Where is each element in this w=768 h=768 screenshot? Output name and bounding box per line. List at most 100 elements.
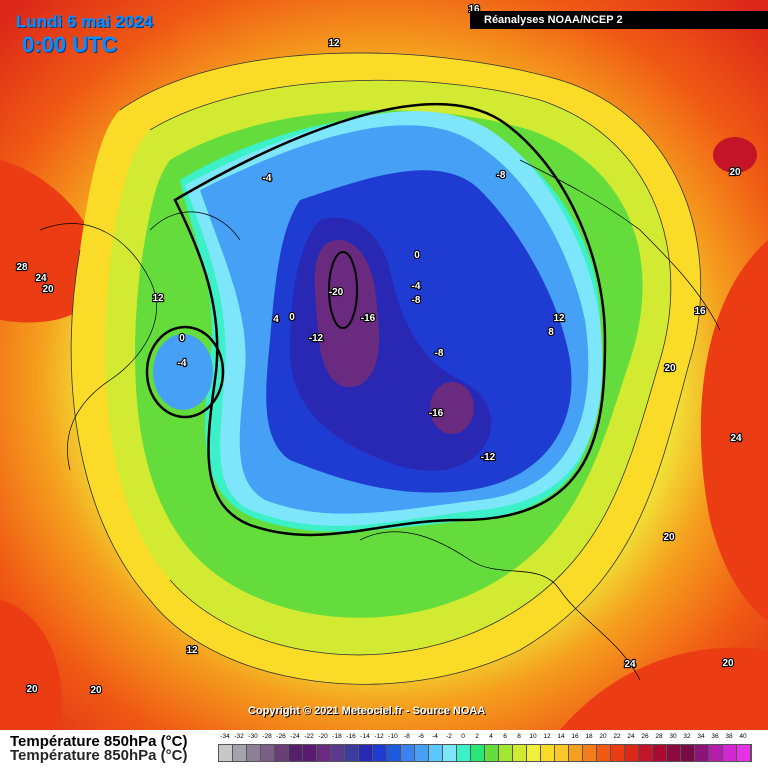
scale-tick-label: 38 [725, 733, 733, 740]
scale-tick-label: 20 [599, 733, 607, 740]
isotherm-label: 12 [553, 313, 565, 324]
isotherm-label: 20 [664, 363, 676, 374]
color-swatch [653, 745, 667, 761]
scale-tick-label: -10 [388, 733, 398, 740]
scale-tick-label: 16 [571, 733, 579, 740]
warm-region-southwest [0, 600, 62, 730]
scale-tick-label: 22 [613, 733, 621, 740]
isotherm-label: -16 [361, 313, 376, 324]
color-swatch [247, 745, 261, 761]
isotherm-label: 12 [152, 293, 164, 304]
color-swatch [443, 745, 457, 761]
color-swatch [499, 745, 513, 761]
scale-tick-label: -22 [304, 733, 314, 740]
legend-title: Température 850hPa (°C) [10, 733, 188, 750]
isotherm-label: 20 [722, 658, 734, 669]
isotherm-label: 8 [548, 327, 554, 338]
scale-tick-label: 2 [475, 733, 479, 740]
scale-tick-label: 30 [669, 733, 677, 740]
coastline-asia [519, 159, 721, 331]
copyright-notice: Copyright © 2021 Meteociel.fr - Source N… [248, 705, 486, 717]
color-swatch [513, 745, 527, 761]
color-swatch [485, 745, 499, 761]
color-swatch [583, 745, 597, 761]
scale-tick-label: 28 [655, 733, 663, 740]
scale-tick-label: -20 [318, 733, 328, 740]
cold-cell-west [153, 334, 213, 410]
color-swatch [233, 745, 247, 761]
scale-tick-label: -4 [432, 733, 438, 740]
color-swatch [737, 745, 751, 761]
map-time: 0:00 UTC [22, 32, 118, 57]
isotherm-label: 16 [694, 306, 706, 317]
isotherm-label: -4 [178, 358, 187, 369]
color-swatch [597, 745, 611, 761]
scale-tick-label: -12 [374, 733, 384, 740]
color-swatch [331, 745, 345, 761]
color-swatch [219, 745, 233, 761]
cold-core-isotherm [328, 251, 358, 329]
map-date: Lundi 6 mai 2024 [16, 12, 153, 31]
color-swatch [681, 745, 695, 761]
scale-tick-label: 34 [697, 733, 705, 740]
scale-tick-label: -24 [290, 733, 300, 740]
color-swatch [709, 745, 723, 761]
color-swatch [429, 745, 443, 761]
isotherm-label: 24 [730, 433, 742, 444]
color-swatch [625, 745, 639, 761]
color-swatch [289, 745, 303, 761]
scale-tick-label: -34 [220, 733, 230, 740]
cold-pocket-north [227, 170, 303, 210]
scale-tick-label: 12 [543, 733, 551, 740]
isotherm-label: 20 [42, 284, 54, 295]
coastline-europe [359, 531, 641, 681]
isotherm-label: -4 [412, 281, 421, 292]
scale-tick-label: 6 [503, 733, 507, 740]
isotherm-label: -12 [481, 452, 496, 463]
isotherm-label: 0 [179, 333, 185, 344]
zero-isotherm [173, 103, 607, 537]
color-swatch [695, 745, 709, 761]
color-swatch [415, 745, 429, 761]
scale-tick-label: -32 [234, 733, 244, 740]
color-swatch [555, 745, 569, 761]
isotherm-label: 12 [328, 38, 340, 49]
color-swatch [723, 745, 737, 761]
color-swatch [611, 745, 625, 761]
scale-tick-label: -26 [276, 733, 286, 740]
isotherm-label: -20 [329, 287, 344, 298]
scale-tick-label: 18 [585, 733, 593, 740]
color-swatch [345, 745, 359, 761]
color-swatch [527, 745, 541, 761]
isotherm-label: 20 [663, 532, 675, 543]
isotherm-label: 12 [186, 645, 198, 656]
scale-tick-label: 8 [517, 733, 521, 740]
isotherm-label: -8 [435, 348, 444, 359]
isotherm-label: -12 [309, 333, 324, 344]
isotherm-label: 20 [26, 684, 38, 695]
color-swatch [303, 745, 317, 761]
color-swatch [471, 745, 485, 761]
scale-tick-label: 10 [529, 733, 537, 740]
cold-core-center [430, 382, 474, 434]
isotherm-label: -4 [263, 173, 272, 184]
color-swatch [401, 745, 415, 761]
scale-tick-label: 40 [739, 733, 747, 740]
isotherm-label: 24 [35, 273, 47, 284]
color-scale-bar [218, 744, 752, 762]
warm-region-east [700, 240, 768, 620]
scale-tick-label: -16 [346, 733, 356, 740]
scale-tick-label: 24 [627, 733, 635, 740]
isotherm-label: 28 [16, 262, 28, 273]
contour-warm-1 [70, 52, 702, 685]
coastline-north-america [39, 211, 241, 471]
color-swatch [541, 745, 555, 761]
scale-tick-label: 36 [711, 733, 719, 740]
scale-tick-label: -28 [262, 733, 272, 740]
legend-title-shadow: Température 850hPa (°C) [10, 747, 188, 764]
color-swatch [569, 745, 583, 761]
color-swatch [317, 745, 331, 761]
scale-tick-label: -2 [446, 733, 452, 740]
